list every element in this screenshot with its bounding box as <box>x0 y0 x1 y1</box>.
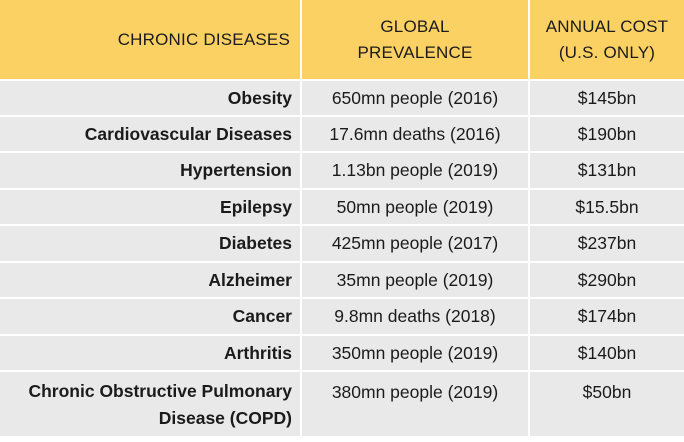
table-row-3-prevalence: 50mn people (2019) <box>302 190 530 226</box>
header-cost-line1: ANNUAL COST <box>545 16 669 36</box>
table-row-7-cost: $140bn <box>530 336 684 372</box>
table-row-2-disease: Hypertension <box>0 153 302 190</box>
table-row-5-cost: $290bn <box>530 263 684 299</box>
header-disease-label: CHRONIC DISEASES <box>117 29 290 49</box>
table-row-3-disease: Epilepsy <box>0 190 302 226</box>
table-row-7-prevalence: 350mn people (2019) <box>302 336 530 372</box>
table-row-4-prevalence: 425mn people (2017) <box>302 226 530 263</box>
table-row-5-prevalence: 35mn people (2019) <box>302 263 530 299</box>
table-row-2-cost: $131bn <box>530 153 684 190</box>
table-row-8-prevalence: 380mn people (2019) <box>302 372 530 438</box>
header-annual-cost: ANNUAL COST (U.S. ONLY) <box>530 0 684 81</box>
table-row-1-cost: $190bn <box>530 117 684 153</box>
table-row-5-disease: Alzheimer <box>0 263 302 299</box>
table-row-4-cost: $237bn <box>530 226 684 263</box>
header-chronic-diseases: CHRONIC DISEASES <box>0 0 302 81</box>
table-row-7-disease: Arthritis <box>0 336 302 372</box>
table-row-4-disease: Diabetes <box>0 226 302 263</box>
table-row-8-cost: $50bn <box>530 372 684 438</box>
table-row-8-disease-line1: Chronic Obstructive Pulmonary <box>28 381 292 401</box>
table-row-8-disease-line2: Disease (COPD) <box>158 408 292 428</box>
table-row-1-prevalence: 17.6mn deaths (2016) <box>302 117 530 153</box>
table-row-8-disease: Chronic Obstructive Pulmonary Disease (C… <box>0 372 302 438</box>
table-row-6-prevalence: 9.8mn deaths (2018) <box>302 299 530 336</box>
table-row-3-cost: $15.5bn <box>530 190 684 226</box>
table-row-6-disease: Cancer <box>0 299 302 336</box>
header-prevalence-line1: GLOBAL <box>380 16 450 36</box>
table-row-0-prevalence: 650mn people (2016) <box>302 81 530 117</box>
header-prevalence-line2: PREVALENCE <box>357 42 473 62</box>
table-row-6-cost: $174bn <box>530 299 684 336</box>
header-cost-line2: (U.S. ONLY) <box>558 42 656 62</box>
header-global-prevalence: GLOBAL PREVALENCE <box>302 0 530 81</box>
table-row-2-prevalence: 1.13bn people (2019) <box>302 153 530 190</box>
table-row-0-cost: $145bn <box>530 81 684 117</box>
table-row-0-disease: Obesity <box>0 81 302 117</box>
table-row-1-disease: Cardiovascular Diseases <box>0 117 302 153</box>
